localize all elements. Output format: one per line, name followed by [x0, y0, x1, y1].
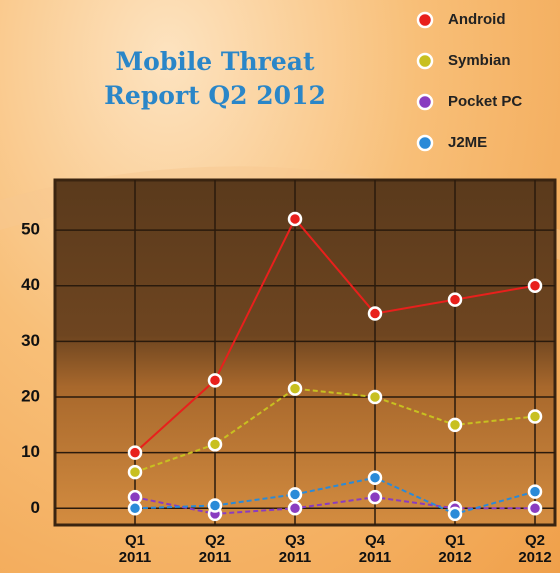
- point: [127, 445, 143, 460]
- point: [527, 501, 543, 516]
- chart-title: Mobile Threat Report Q2 2012: [104, 47, 326, 110]
- y-tick-label: 40: [21, 275, 40, 294]
- point: [367, 389, 383, 405]
- x-tick-label: Q4 2011: [358, 532, 392, 566]
- legend-marker: [416, 134, 434, 152]
- x-tick-label: Q2 2011: [198, 532, 232, 566]
- point: [127, 501, 143, 516]
- point: [207, 437, 223, 452]
- legend-marker: [416, 52, 434, 70]
- series-line: [134, 496, 535, 515]
- point: [447, 292, 463, 307]
- series-line: [134, 476, 536, 515]
- legend-marker: [416, 11, 434, 29]
- point: [287, 381, 303, 396]
- y-tick-label: 20: [21, 387, 40, 406]
- point: [447, 506, 463, 522]
- point: [127, 464, 143, 480]
- point: [207, 373, 223, 388]
- x-tick-label: Q1 2012: [438, 532, 472, 566]
- legend-label: Pocket PC: [448, 93, 522, 110]
- x-tick-label: Q2 2012: [518, 532, 552, 566]
- point: [367, 489, 383, 505]
- point: [287, 211, 303, 227]
- series-line: [134, 217, 536, 454]
- y-tick-label: 30: [21, 331, 40, 350]
- point: [287, 501, 303, 516]
- y-tick-label: 50: [21, 220, 40, 239]
- x-tick-label: Q1 2011: [118, 532, 152, 566]
- point: [367, 306, 383, 321]
- point: [527, 278, 543, 293]
- series-line: [134, 387, 536, 474]
- point: [287, 487, 303, 502]
- x-tick-label: Q3 2011: [278, 532, 312, 566]
- point: [367, 470, 383, 485]
- legend-label: Symbian: [448, 52, 511, 69]
- point: [447, 417, 463, 433]
- legend-label: Android: [448, 11, 506, 28]
- legend-label: J2ME: [448, 134, 487, 151]
- point: [527, 409, 543, 424]
- y-tick-label: 10: [21, 442, 40, 461]
- legend-marker: [416, 93, 434, 111]
- y-tick-label: 0: [31, 498, 40, 517]
- point: [527, 484, 543, 499]
- point: [207, 498, 223, 513]
